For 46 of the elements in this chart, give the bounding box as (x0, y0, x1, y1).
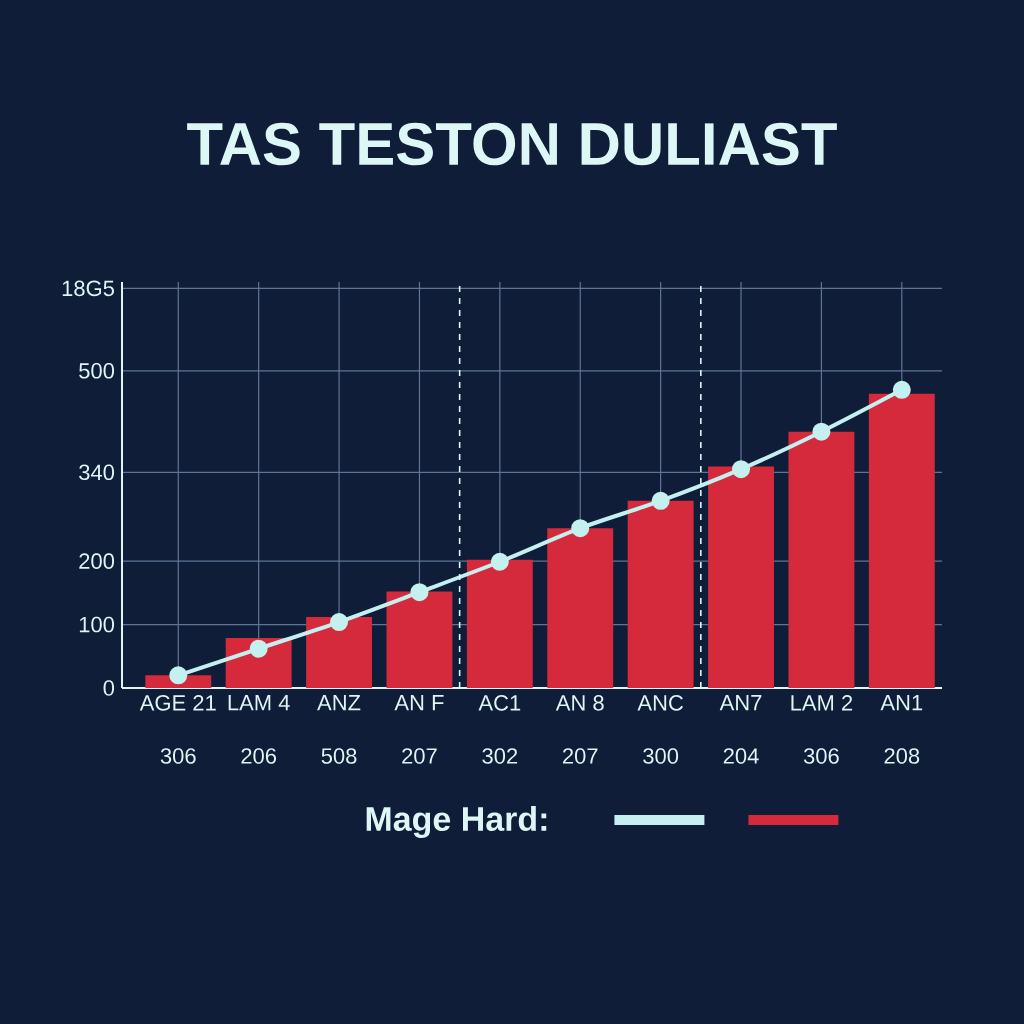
point (812, 422, 831, 441)
point (490, 552, 509, 571)
y-tick-label: 100 (79, 616, 115, 633)
text: 207 (402, 748, 437, 764)
point (169, 666, 188, 685)
x-tick-label: AN1 (880, 695, 923, 711)
bar (868, 393, 935, 688)
x-tick-label: AN F (394, 695, 444, 711)
bar (547, 528, 614, 688)
x-tick-label: AC1 (478, 695, 521, 711)
point (651, 491, 670, 510)
text: 206 (241, 748, 277, 764)
y-tick-label: 18G5 (62, 280, 114, 297)
bar (788, 431, 855, 688)
x-tick-label: LAM 2 (791, 695, 853, 711)
y-tick-label: 0 (103, 680, 115, 696)
y-tick-label: 500 (79, 363, 115, 379)
text: 207 (562, 748, 598, 764)
point (330, 613, 349, 632)
bar (386, 591, 453, 688)
y-tick-label: 200 (79, 553, 115, 569)
x-tick-label: LAM 4 (228, 695, 290, 711)
x-tick-label: ANZ (317, 695, 361, 711)
text: 508 (321, 748, 357, 764)
bar (627, 500, 694, 688)
point (892, 380, 911, 399)
bar (306, 616, 373, 688)
text: 306 (160, 748, 196, 764)
point (249, 639, 268, 658)
point (732, 460, 751, 479)
bar (466, 559, 533, 688)
x-tick-label: AGE 21 (139, 695, 216, 711)
legend-title: Mage Hard: (366, 806, 547, 838)
text: 302 (482, 748, 518, 764)
text: 306 (803, 748, 839, 764)
x-tick-label: AN 8 (555, 695, 604, 711)
x-tick-label: AN7 (719, 695, 762, 711)
text: 208 (884, 748, 920, 764)
y-tick-label: 340 (79, 464, 115, 481)
chart-title: TAS TESTON DULIAST (187, 122, 837, 166)
text: 300 (643, 748, 679, 764)
bar (708, 466, 774, 688)
text: 204 (723, 748, 759, 764)
x-tick-label: ANC (637, 695, 684, 711)
point (410, 583, 429, 602)
point (571, 519, 590, 538)
